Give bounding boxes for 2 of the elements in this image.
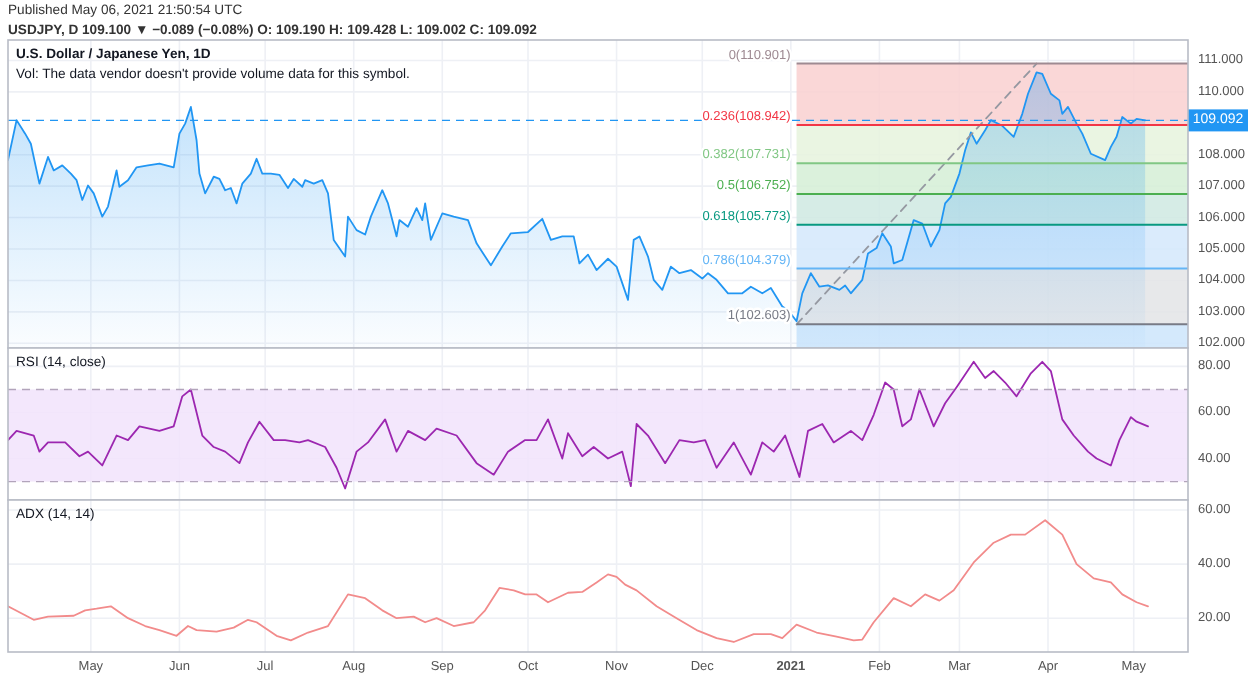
line-series xyxy=(8,360,1149,490)
line-series xyxy=(8,519,1149,643)
